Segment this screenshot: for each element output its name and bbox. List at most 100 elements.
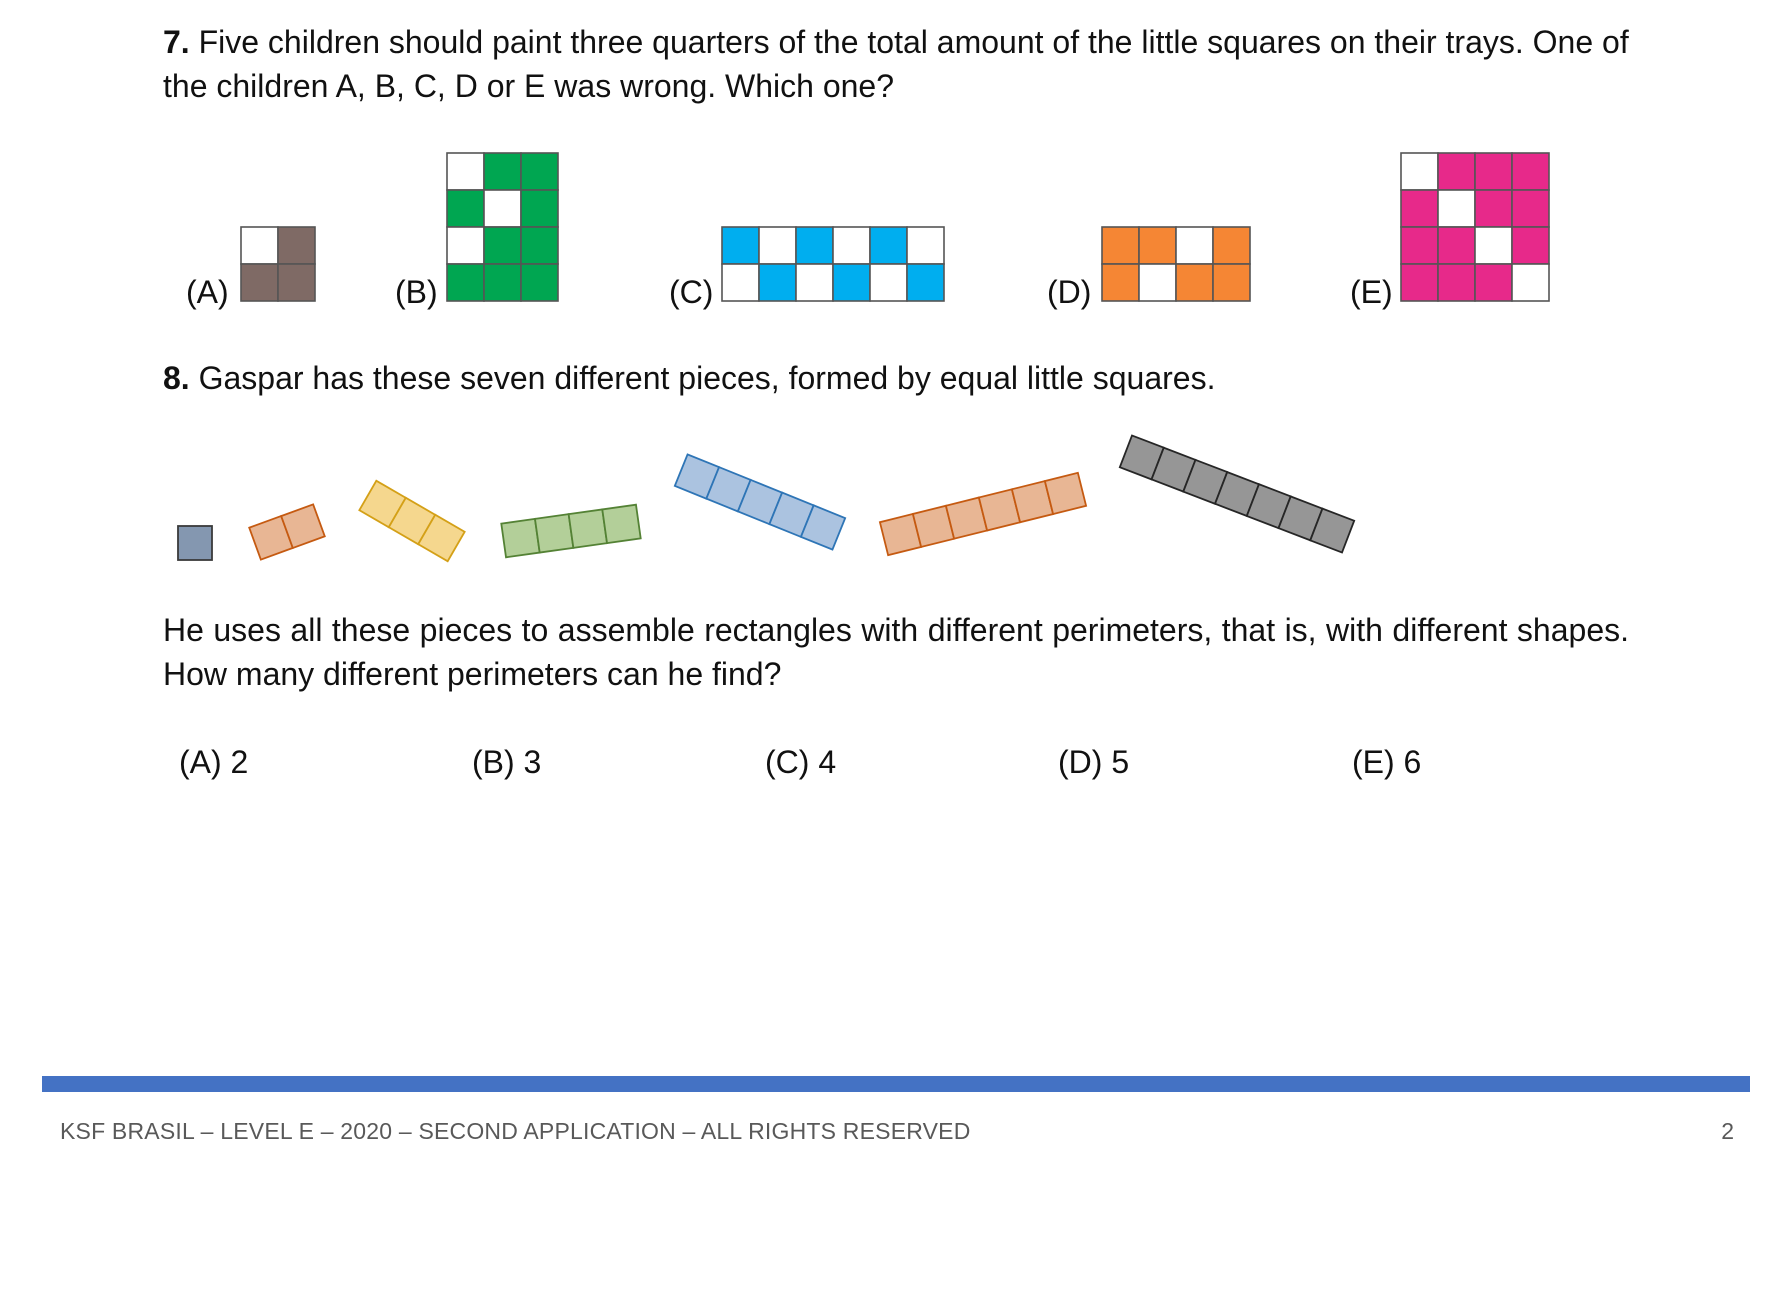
tray-a-grid	[240, 226, 316, 307]
tray-cell-painted	[1437, 152, 1476, 191]
tray-cell-painted	[795, 226, 834, 265]
question-7-text: 7. Five children should paint three quar…	[163, 20, 1629, 108]
question-8-text: 8. Gaspar has these seven different piec…	[163, 356, 1629, 400]
tray-cell-painted	[277, 226, 316, 265]
piece-square	[1309, 507, 1356, 554]
tray-cell-white	[1511, 263, 1550, 302]
tray-svg	[1400, 152, 1550, 302]
piece-7-squares	[1118, 434, 1356, 554]
question-7-body: Five children should paint three quarter…	[163, 24, 1629, 104]
tray-cell-painted	[1474, 152, 1513, 191]
tray-cell-painted	[1400, 226, 1439, 265]
piece-square	[177, 525, 213, 561]
footer-rule	[42, 1076, 1750, 1092]
tray-cell-white	[1474, 226, 1513, 265]
tray-cell-painted	[277, 263, 316, 302]
question-7-number: 7.	[163, 24, 190, 60]
question-8-number: 8.	[163, 360, 190, 396]
tray-b-grid	[446, 152, 559, 307]
tray-cell-painted	[1511, 226, 1550, 265]
tray-cell-painted	[1101, 263, 1140, 302]
tray-cell-painted	[758, 263, 797, 302]
piece-6-squares	[878, 471, 1088, 557]
piece-3-squares	[358, 479, 466, 563]
tray-c-grid	[721, 226, 945, 307]
tray-cell-painted	[1437, 226, 1476, 265]
piece-5-squares	[673, 453, 847, 551]
tray-cell-white	[446, 152, 485, 191]
tray-cell-white	[1400, 152, 1439, 191]
answer-b: (B) 3	[472, 744, 542, 780]
tray-cell-painted	[240, 263, 279, 302]
piece-square	[1043, 471, 1088, 516]
tray-cell-painted	[832, 263, 871, 302]
tray-cell-white	[240, 226, 279, 265]
tray-cell-white	[869, 263, 908, 302]
page-number: 2	[1721, 1118, 1734, 1144]
piece-2-squares	[248, 503, 326, 561]
tray-cell-white	[1437, 189, 1476, 228]
tray-cell-white	[1175, 226, 1214, 265]
tray-cell-painted	[483, 152, 522, 191]
tray-cell-painted	[906, 263, 945, 302]
tray-svg	[240, 226, 316, 302]
question-8-question: He uses all these pieces to assemble rec…	[163, 612, 1629, 692]
tray-cell-painted	[520, 226, 559, 265]
tray-e-label: (E)	[1350, 274, 1393, 310]
tray-cell-white	[832, 226, 871, 265]
tray-cell-white	[906, 226, 945, 265]
piece-square	[500, 517, 541, 559]
tray-cell-painted	[1212, 263, 1251, 302]
tray-cell-painted	[1474, 189, 1513, 228]
piece-square	[533, 513, 575, 554]
piece-square	[280, 503, 326, 550]
tray-cell-white	[1138, 263, 1177, 302]
tray-c-label: (C)	[669, 274, 714, 310]
tray-cell-painted	[1138, 226, 1177, 265]
tray-cell-painted	[1175, 263, 1214, 302]
tray-cell-white	[795, 263, 834, 302]
piece-square	[416, 513, 466, 563]
tray-cell-white	[721, 263, 760, 302]
tray-cell-white	[758, 226, 797, 265]
tray-cell-painted	[1212, 226, 1251, 265]
piece-square	[601, 503, 642, 545]
tray-cell-painted	[446, 263, 485, 302]
tray-cell-painted	[1474, 263, 1513, 302]
tray-b-label: (B)	[395, 274, 438, 310]
pieces-illustration	[177, 434, 1356, 563]
answer-e: (E) 6	[1352, 744, 1422, 780]
answer-c: (C) 4	[765, 744, 837, 780]
piece-4-squares	[500, 503, 642, 559]
tray-a-label: (A)	[186, 274, 229, 310]
footer-text: KSF BRASIL – LEVEL E – 2020 – SECOND APP…	[60, 1118, 971, 1144]
tray-e-grid	[1400, 152, 1550, 307]
tray-cell-painted	[1437, 263, 1476, 302]
piece-1-squares	[177, 525, 213, 561]
piece-square	[799, 504, 847, 551]
tray-cell-painted	[520, 152, 559, 191]
tray-cell-painted	[1400, 263, 1439, 302]
tray-cell-white	[483, 189, 522, 228]
tray-svg	[721, 226, 945, 302]
tray-cell-white	[446, 226, 485, 265]
tray-cell-painted	[520, 189, 559, 228]
question-8-body: Gaspar has these seven different pieces,…	[189, 360, 1216, 396]
tray-svg	[1101, 226, 1251, 302]
tray-cell-painted	[520, 263, 559, 302]
piece-square	[567, 508, 609, 549]
answer-d: (D) 5	[1058, 744, 1130, 780]
tray-d-label: (D)	[1047, 274, 1092, 310]
tray-cell-painted	[1511, 189, 1550, 228]
answer-a: (A) 2	[179, 744, 249, 780]
tray-cell-painted	[483, 263, 522, 302]
tray-cell-painted	[1101, 226, 1140, 265]
tray-cell-painted	[1511, 152, 1550, 191]
tray-cell-painted	[721, 226, 760, 265]
tray-cell-painted	[446, 189, 485, 228]
tray-svg	[446, 152, 559, 302]
tray-cell-painted	[1400, 189, 1439, 228]
tray-cell-painted	[869, 226, 908, 265]
tray-cell-painted	[483, 226, 522, 265]
tray-d-grid	[1101, 226, 1251, 307]
